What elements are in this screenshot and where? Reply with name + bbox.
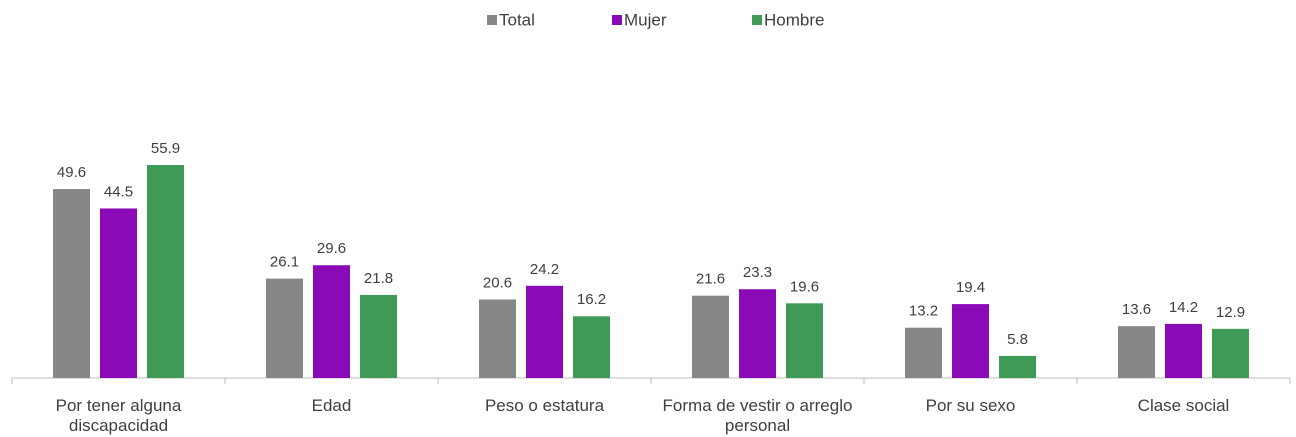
bar (573, 316, 610, 378)
data-label: 20.6 (483, 274, 512, 291)
bar (952, 304, 989, 378)
legend-swatch (612, 15, 622, 25)
data-label: 21.6 (696, 271, 725, 288)
data-label: 5.8 (1007, 331, 1028, 348)
x-tick-label: Edad (311, 396, 352, 415)
data-label: 14.2 (1169, 299, 1198, 316)
data-label: 19.4 (956, 279, 985, 296)
bar (266, 278, 303, 378)
data-label: 44.5 (104, 183, 133, 200)
data-label: 29.6 (317, 240, 346, 257)
bar (147, 165, 184, 378)
bar (100, 208, 137, 378)
bar (526, 285, 563, 378)
bar (786, 303, 823, 378)
bar (739, 289, 776, 378)
data-label: 19.6 (790, 278, 819, 295)
bar (1212, 328, 1249, 378)
legend-swatch (752, 15, 762, 25)
bar (360, 294, 397, 378)
data-label: 23.3 (743, 264, 772, 281)
x-tick-label: Peso o estatura (484, 396, 605, 415)
legend-label: Mujer (624, 10, 667, 29)
bar (1118, 326, 1155, 378)
bar (1165, 323, 1202, 378)
bar (905, 327, 942, 378)
data-label: 49.6 (57, 164, 86, 181)
bar (692, 295, 729, 378)
bar (479, 299, 516, 378)
data-label: 13.6 (1122, 301, 1151, 318)
bar (313, 265, 350, 378)
bar (999, 355, 1036, 378)
data-label: 12.9 (1216, 304, 1245, 321)
legend-label: Total (499, 10, 535, 29)
x-tick-label: Clase social (1137, 396, 1230, 415)
bar (53, 189, 90, 378)
data-label: 21.8 (364, 270, 393, 287)
data-label: 16.2 (577, 291, 606, 308)
data-label: 26.1 (270, 254, 299, 271)
x-tick-label: Por su sexo (925, 396, 1016, 415)
data-label: 55.9 (151, 140, 180, 157)
legend-label: Hombre (764, 10, 824, 29)
x-tick-label: Por tener alguna discapacidad (55, 396, 182, 435)
legend-swatch (487, 15, 497, 25)
x-tick-label: Forma de vestir o arreglo personal (662, 396, 853, 435)
data-label: 13.2 (909, 303, 938, 320)
data-label: 24.2 (530, 261, 559, 278)
